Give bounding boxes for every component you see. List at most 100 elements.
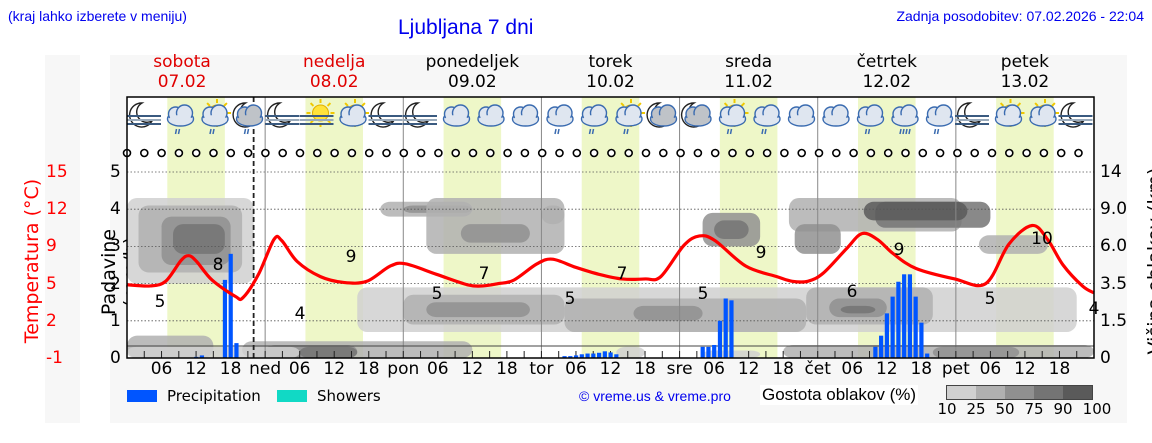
temp-axis-panel: [45, 55, 80, 423]
cloud-icon: [511, 104, 540, 127]
calm-wind-icon: [295, 148, 305, 158]
x-axis-label: 12: [185, 359, 207, 379]
calm-wind-icon: [710, 148, 720, 158]
x-axis-label: 12: [461, 359, 484, 379]
calm-wind-icon: [330, 148, 339, 158]
calm-wind-icon: [797, 148, 807, 158]
calm-wind-icon: [607, 148, 616, 158]
calm-wind-icon: [1022, 148, 1031, 158]
x-axis-label: 06: [150, 359, 173, 379]
precipitation-tick: 4: [110, 199, 121, 219]
cloud-height-tick: 1.5: [1100, 311, 1128, 331]
calm-wind-icon: [434, 148, 443, 158]
moon-fog-icon: [265, 102, 299, 128]
showers-legend-label: Showers: [317, 387, 381, 405]
calm-wind-icon: [762, 148, 772, 158]
calm-wind-icon: [364, 148, 374, 158]
x-axis-label: 18: [910, 359, 933, 379]
calm-wind-icon: [901, 148, 910, 158]
cloud-height-tick: 14: [1100, 162, 1122, 182]
x-axis-label: ned: [249, 359, 282, 379]
calm-wind-icon: [780, 148, 789, 158]
x-axis-label: 18: [496, 359, 518, 379]
precipitation-tick: 0: [110, 348, 121, 368]
moon-fog-icon: [955, 102, 989, 128]
temperature-value-label: 8: [213, 255, 224, 275]
x-axis-label: 18: [1048, 359, 1071, 379]
sun-cloud-icon: [339, 99, 369, 127]
calm-wind-icon: [468, 148, 478, 158]
calm-wind-icon: [278, 148, 288, 158]
cloud-icon: [442, 104, 471, 127]
day-name: petek: [1000, 52, 1050, 72]
cloud-density-title: Gostota oblakov (%): [760, 385, 919, 405]
moon-cloud-rain-icon: [232, 102, 264, 135]
cloud-density-scale-label: 100: [1082, 400, 1112, 418]
day-header: ponedeljek 09.02: [412, 52, 532, 92]
precipitation-tick: 3: [110, 236, 121, 256]
temperature-value-label: 9: [756, 243, 767, 263]
x-axis-label: tor: [529, 359, 554, 379]
calm-wind-icon: [987, 148, 997, 158]
temperature-value-label: 5: [985, 289, 996, 309]
temperature-line: [126, 223, 1095, 302]
calm-wind-icon: [693, 148, 703, 158]
calm-wind-icon: [572, 148, 582, 158]
day-date: 10.02: [586, 72, 635, 92]
precipitation-tick: 5: [110, 162, 121, 182]
precipitation-swatch: [127, 390, 157, 402]
calm-wind-icon: [174, 148, 184, 158]
x-axis-label: pet: [941, 359, 970, 379]
temperature-tick: 12: [46, 199, 68, 219]
x-axis-label: 12: [323, 359, 346, 379]
moon-cloud-icon: [680, 102, 712, 128]
day-name: četrtek: [856, 52, 917, 72]
cloud-height-tick: 6.0: [1100, 236, 1128, 256]
x-axis-label: 12: [875, 359, 898, 379]
temperature-value-label: 5: [698, 284, 709, 304]
cloud-height-tick: 9.0: [1100, 199, 1128, 219]
cloud-density-swatch: [976, 386, 1005, 399]
calm-wind-icon: [658, 148, 668, 158]
day-header: sobota 07.02: [122, 52, 242, 92]
day-date: 07.02: [157, 72, 207, 92]
copyright-link[interactable]: © vreme.us & vreme.pro: [579, 388, 731, 404]
day-header: sreda 11.02: [689, 52, 809, 92]
page-title: Ljubljana 7 dni: [398, 16, 534, 39]
temperature-tick: 2: [46, 311, 57, 331]
calm-wind-icon: [970, 148, 980, 158]
location-hint[interactable]: (kraj lahko izberete v meniju): [8, 8, 187, 24]
cloud-height-tick: 0: [1100, 348, 1111, 368]
calm-wind-icon: [209, 148, 218, 158]
cloud-rain-icon: [546, 104, 574, 135]
calm-wind-icon: [1056, 148, 1066, 158]
cloud-density-scale-label: 90: [1053, 400, 1073, 418]
day-name: sreda: [725, 52, 773, 72]
cloud-icon: [822, 104, 850, 127]
calm-wind-icon: [191, 148, 201, 158]
sun-cloud-icon: [994, 99, 1025, 127]
calm-wind-icon: [1004, 148, 1014, 158]
calm-wind-icon: [503, 148, 512, 158]
calm-wind-icon: [641, 148, 651, 158]
temperature-tick: 5: [46, 274, 57, 294]
cloud-density-scale-label: 50: [995, 400, 1015, 418]
temperature-tick: 15: [46, 162, 68, 182]
calm-wind-icon: [416, 148, 426, 158]
temperature-value-label: 5: [155, 292, 166, 312]
calm-wind-icon: [589, 148, 599, 158]
sun-fog-icon: [299, 99, 335, 127]
temperature-value-label: 9: [894, 240, 905, 260]
precipitation-tick: 1: [110, 311, 121, 331]
calm-wind-icon: [849, 148, 858, 158]
calm-wind-icon: [485, 148, 495, 158]
temperature-tick: -1: [46, 348, 63, 368]
calm-wind-icon: [745, 148, 755, 158]
day-date: 12.02: [862, 72, 912, 92]
cloud-heavy-rain-icon: [891, 104, 919, 135]
x-axis-label: 06: [703, 359, 725, 379]
x-axis-label: 06: [565, 359, 587, 379]
moon-fog-icon: [127, 102, 161, 128]
temperature-value-label: 7: [479, 264, 490, 284]
calm-wind-icon: [555, 148, 564, 158]
